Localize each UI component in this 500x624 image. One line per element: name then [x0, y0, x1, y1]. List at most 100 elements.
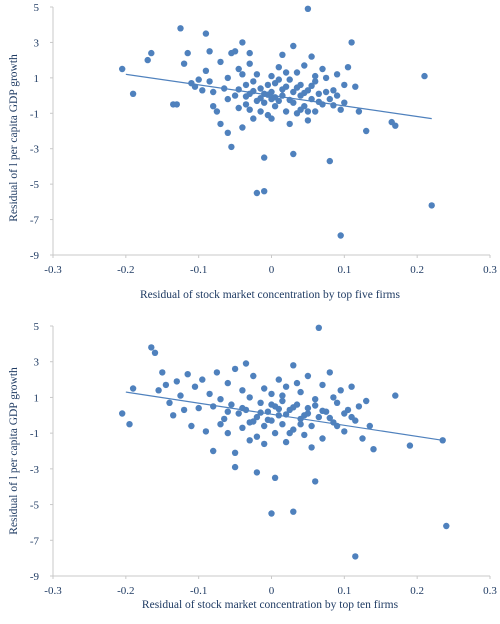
data-point: [297, 106, 304, 113]
data-point: [312, 78, 319, 85]
data-point: [268, 115, 275, 122]
data-point: [217, 120, 224, 128]
data-point: [228, 401, 235, 408]
data-point: [330, 102, 337, 109]
y-tick-label-bottom: -7: [30, 535, 40, 547]
data-point: [348, 383, 355, 390]
data-point: [290, 404, 297, 411]
y-tick-label-bottom: -5: [30, 500, 40, 512]
data-point: [341, 428, 348, 435]
trend-line-bottom: [125, 391, 443, 441]
data-point: [301, 412, 308, 419]
data-point: [279, 397, 286, 405]
data-point: [253, 433, 261, 440]
x-tick-label-bottom: -0.2: [117, 585, 134, 597]
data-point: [195, 404, 202, 412]
data-point: [308, 53, 315, 60]
data-point: [319, 381, 326, 389]
data-point: [290, 508, 297, 515]
data-point: [315, 324, 322, 331]
data-point: [261, 440, 268, 448]
data-point: [355, 108, 363, 115]
x-tick-label-top: -0.1: [190, 264, 207, 276]
data-point: [235, 86, 242, 93]
data-point: [224, 95, 231, 103]
data-point: [210, 403, 217, 410]
data-point: [312, 396, 319, 403]
y-axis-label-bottom: Residual of l per capita GDP growth: [8, 367, 20, 535]
data-point: [239, 39, 246, 46]
data-point: [231, 449, 239, 456]
data-point: [308, 422, 315, 430]
data-point: [202, 67, 210, 75]
data-point: [322, 88, 330, 96]
data-point: [271, 429, 279, 437]
data-point: [173, 101, 180, 108]
data-point: [235, 65, 242, 73]
data-point: [148, 344, 155, 351]
data-point: [257, 95, 264, 102]
data-point: [268, 510, 275, 517]
data-point: [301, 431, 308, 439]
data-point: [268, 72, 275, 80]
data-point: [363, 127, 370, 135]
data-point: [180, 406, 188, 414]
data-point: [129, 90, 137, 98]
data-point: [304, 108, 312, 115]
data-point: [312, 108, 319, 115]
data-point: [341, 81, 348, 89]
data-point: [333, 399, 341, 406]
data-point: [406, 442, 414, 449]
data-point: [290, 42, 297, 50]
data-point: [315, 413, 322, 421]
x-tick-label-top: 0.1: [337, 264, 351, 276]
data-point: [293, 84, 301, 91]
y-tick-label-top: 5: [34, 2, 40, 14]
data-point: [271, 103, 279, 110]
data-point: [304, 372, 312, 380]
x-tick-label-bottom: -0.1: [190, 585, 207, 597]
data-point: [239, 387, 246, 394]
data-point: [231, 463, 239, 471]
data-point: [337, 106, 344, 113]
x-axis-label-top: Residual of stock market concentration b…: [140, 289, 400, 301]
data-point: [202, 30, 210, 37]
data-point: [275, 376, 282, 383]
data-point: [293, 69, 301, 76]
data-point: [290, 88, 297, 96]
data-point: [202, 428, 210, 435]
data-point: [224, 129, 231, 136]
data-point: [246, 60, 253, 67]
data-point: [319, 65, 326, 73]
data-point: [166, 399, 173, 406]
data-point: [199, 87, 206, 94]
data-point: [191, 383, 199, 390]
data-point: [246, 394, 253, 401]
data-point: [392, 392, 399, 399]
data-point: [348, 413, 355, 421]
data-point: [250, 115, 257, 122]
y-tick-label-bottom: -1: [30, 428, 39, 440]
data-point: [279, 421, 286, 428]
x-tick-label-top: 0.3: [483, 264, 497, 276]
data-point: [250, 372, 257, 380]
data-point: [151, 349, 159, 356]
data-point: [231, 365, 239, 373]
data-point: [326, 157, 333, 165]
data-point: [188, 422, 195, 430]
data-point: [322, 74, 330, 82]
data-point: [261, 385, 268, 392]
y-tick-label-top: -9: [30, 250, 40, 262]
data-point: [253, 413, 261, 421]
data-point: [224, 429, 231, 437]
data-point: [126, 421, 133, 428]
data-point: [250, 78, 257, 85]
x-tick-label-top: -0.3: [44, 264, 62, 276]
data-point: [257, 85, 264, 92]
y-tick-label-top: -3: [30, 144, 40, 156]
data-point: [177, 392, 184, 399]
data-point: [261, 99, 268, 106]
data-point: [290, 150, 297, 158]
data-point: [246, 49, 253, 57]
data-point: [235, 410, 242, 417]
